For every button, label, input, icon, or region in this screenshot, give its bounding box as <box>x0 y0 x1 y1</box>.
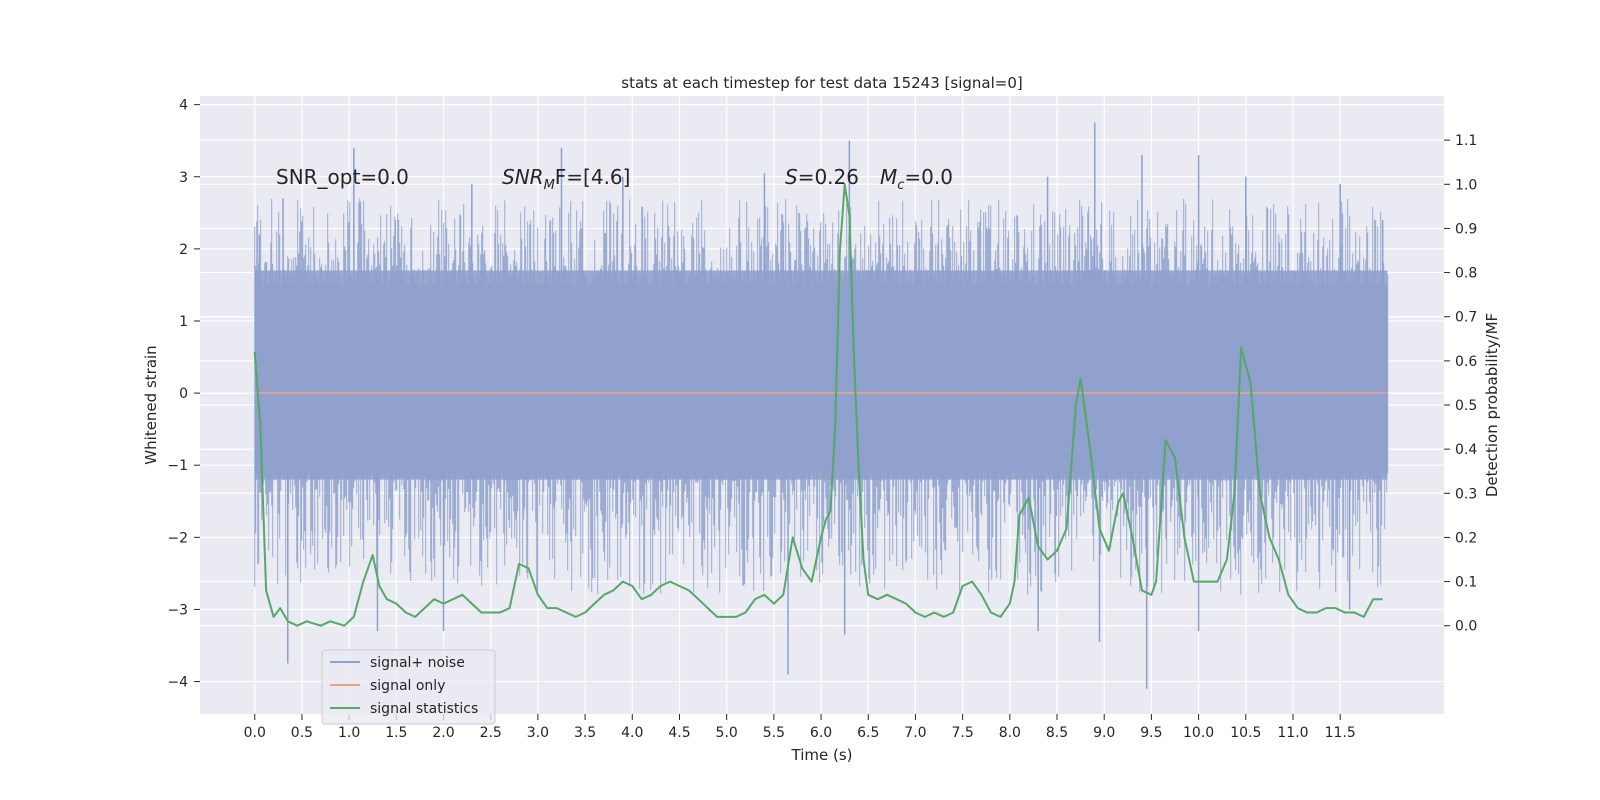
y-right-tick-label: 0.0 <box>1455 619 1477 635</box>
noise-spikes <box>254 198 1389 595</box>
x-tick-label: 6.0 <box>810 725 832 741</box>
y-right-tick-label: 0.4 <box>1455 442 1477 458</box>
x-tick-label: 7.0 <box>904 725 926 741</box>
signal-statistics-series <box>253 183 1383 627</box>
x-tick-label: 5.5 <box>763 725 785 741</box>
x-tick-label: 4.0 <box>621 725 643 741</box>
y-left-tick-label: 2 <box>179 242 188 258</box>
x-tick-label: 9.0 <box>1093 725 1115 741</box>
x-tick-label: 4.5 <box>668 725 690 741</box>
x-axis-label: Time (s) <box>791 746 853 764</box>
y-right-tick-label: 0.6 <box>1455 354 1477 370</box>
y-left-tick-label: −1 <box>167 458 188 474</box>
legend-label-noise: signal+ noise <box>370 655 465 671</box>
y-left-tick-label: −3 <box>167 602 188 618</box>
y-left-tick-label: 1 <box>179 314 188 330</box>
legend-label-signal-only: signal only <box>370 678 445 694</box>
x-tick-label: 10.5 <box>1230 725 1261 741</box>
y-right-tick-label: 0.1 <box>1455 575 1477 591</box>
x-tick-label: 3.0 <box>527 725 549 741</box>
x-tick-label: 11.5 <box>1325 725 1356 741</box>
x-tick-label: 2.5 <box>480 725 502 741</box>
y-right-tick-label: 1.0 <box>1455 177 1477 193</box>
y-right-tick-label: 0.9 <box>1455 221 1477 237</box>
y-left-tick-label: −4 <box>167 675 188 691</box>
annotation-snr-mf-sub: M <box>544 178 555 193</box>
x-tick-label: 9.5 <box>1140 725 1162 741</box>
annotation-mc-main: M <box>880 165 897 189</box>
signal-statistics-line <box>253 183 1383 627</box>
x-tick-label: 10.0 <box>1183 725 1214 741</box>
y-left-tick-label: 4 <box>179 98 188 114</box>
x-tick-label: 6.5 <box>857 725 879 741</box>
x-tick-label: 7.5 <box>952 725 974 741</box>
y-right-tick-label: 1.1 <box>1455 133 1477 149</box>
annotation-s-value: =0.26 <box>798 165 859 189</box>
x-tick-label: 8.0 <box>999 725 1021 741</box>
legend-label-statistics: signal statistics <box>370 701 478 717</box>
y-left-tick-label: 3 <box>179 170 188 186</box>
y-right-tick-label: 0.3 <box>1455 486 1477 502</box>
x-axis-ticks: 0.0 0.5 1.0 1.5 2.0 2.5 3.0 3.5 4.0 4.5 5.0 5.5 6.0 6… <box>244 714 1356 741</box>
chart-title: stats at each timestep for test data 152… <box>621 74 1022 92</box>
x-tick-label: 1.5 <box>385 725 407 741</box>
annotation-s-label: S <box>785 165 798 189</box>
x-tick-label: 0.0 <box>244 725 266 741</box>
legend: signal+ noise signal only signal statist… <box>321 649 496 725</box>
annotation-snr-mf-rest: F=[4.6] <box>555 165 631 189</box>
y-left-axis-label: Whitened strain <box>142 345 160 464</box>
annotation-snr-opt: SNR_opt=0.0 <box>276 165 409 189</box>
x-tick-label: 8.5 <box>1046 725 1068 741</box>
x-tick-label: 2.0 <box>432 725 454 741</box>
annotation-mc-value: =0.0 <box>904 165 953 189</box>
annotation-s: S=0.26 <box>785 165 859 189</box>
y-right-axis-ticks: 1.1 1.0 0.9 0.8 0.7 0.6 0.5 0.4 0.3 0.2 0.1 0.0 <box>1444 133 1477 635</box>
y-left-axis-ticks: 4 3 2 1 0 −1 −2 −3 −4 <box>167 98 200 691</box>
x-tick-label: 5.0 <box>716 725 738 741</box>
y-right-tick-label: 0.2 <box>1455 530 1477 546</box>
annotation-snr-mf-main: SNR <box>502 165 544 189</box>
signal-noise-series <box>254 122 1389 689</box>
y-left-tick-label: −2 <box>167 530 188 546</box>
y-right-axis-label: Detection probability/MF <box>1483 313 1501 497</box>
y-left-tick-label: 0 <box>179 386 188 402</box>
x-tick-label: 1.0 <box>338 725 360 741</box>
annotation-mc-sub: c <box>897 178 904 193</box>
y-right-tick-label: 0.7 <box>1455 310 1477 326</box>
annotation-snr-mf: SNRMF=[4.6] <box>502 165 630 193</box>
legend-box <box>321 649 496 725</box>
x-tick-label: 3.5 <box>574 725 596 741</box>
y-right-tick-label: 0.8 <box>1455 266 1477 282</box>
x-tick-label: 11.0 <box>1277 725 1308 741</box>
x-tick-label: 0.5 <box>291 725 313 741</box>
y-right-tick-label: 0.5 <box>1455 398 1477 414</box>
annotation-mc: Mc=0.0 <box>880 165 953 193</box>
